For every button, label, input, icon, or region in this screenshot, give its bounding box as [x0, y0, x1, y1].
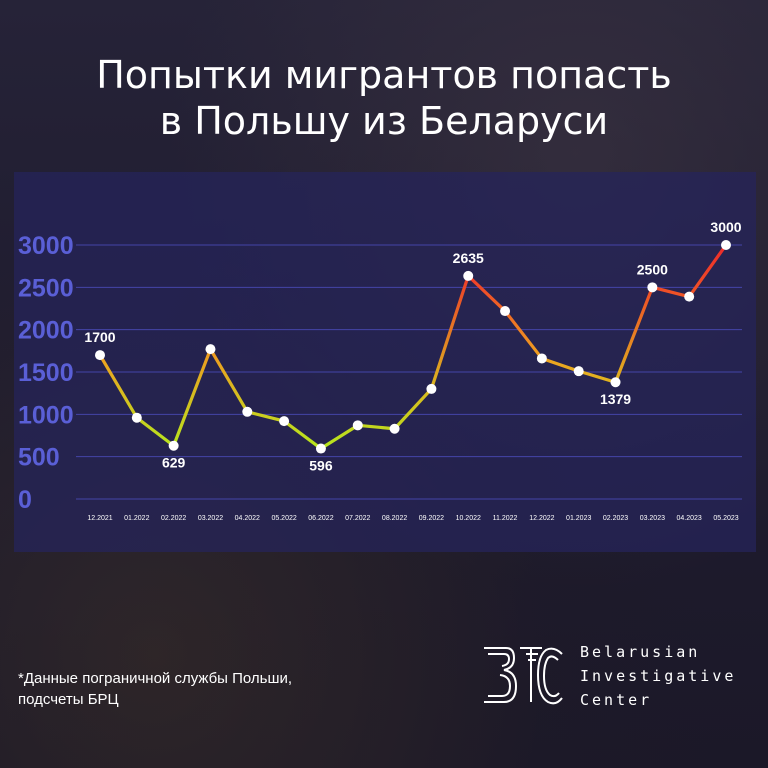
- chart-panel: 3000 2500 2000 1500 1000 500 0 12.2021 01.2022 0…: [14, 172, 756, 552]
- x-tick-label: 08.2022: [382, 515, 407, 522]
- y-tick-label: 500: [18, 444, 60, 472]
- footnote-line-1: *Данные пограничной службы Польши,: [18, 670, 293, 687]
- data-labels: 1700 629 596 2635 1379 2500 3000: [84, 219, 741, 474]
- series-segment: [282, 419, 323, 451]
- y-tick-label: 3000: [18, 232, 74, 260]
- series-segment: [98, 353, 139, 420]
- y-tick-label: 0: [18, 486, 32, 514]
- data-point: [279, 416, 290, 427]
- x-tick-label: 12.2021: [87, 515, 112, 522]
- data-point: [610, 377, 621, 388]
- series-segment: [577, 369, 618, 384]
- series-segment: [540, 356, 581, 373]
- x-tick-label: 02.2023: [603, 515, 628, 522]
- x-tick-label: 10.2022: [456, 515, 481, 522]
- series-segment: [429, 274, 470, 391]
- x-tick-label: 03.2022: [198, 515, 223, 522]
- data-point: [95, 350, 105, 361]
- data-label: 629: [162, 455, 186, 471]
- series-segment: [135, 416, 176, 448]
- series-segment: [208, 347, 249, 414]
- y-axis-ticks: 3000 2500 2000 1500 1000 500 0: [18, 232, 74, 514]
- series-segment: [356, 423, 397, 431]
- x-tick-label: 04.2022: [235, 515, 260, 522]
- data-point: [721, 240, 731, 250]
- data-point: [205, 344, 216, 355]
- x-tick-label: 09.2022: [419, 515, 444, 522]
- series-segment: [466, 274, 507, 313]
- data-point: [168, 440, 179, 451]
- x-tick-label: 04.2023: [677, 515, 702, 522]
- data-label: 3000: [710, 219, 741, 235]
- y-tick-label: 2500: [18, 274, 74, 302]
- data-point: [573, 366, 584, 377]
- series-segment: [245, 410, 286, 423]
- data-point: [426, 383, 437, 394]
- data-point: [389, 423, 400, 434]
- brc-logo-mark: [484, 647, 563, 705]
- logo-line-2: Investigative: [580, 667, 737, 685]
- x-tick-label: 06.2022: [308, 515, 333, 522]
- x-tick-label: 12.2022: [529, 515, 554, 522]
- grid-lines: [76, 244, 742, 500]
- brc-logo-text: Belarusian Investigative Center: [580, 640, 736, 712]
- data-point: [536, 353, 547, 364]
- y-tick-label: 2000: [18, 317, 74, 345]
- logo-line-3: Center: [580, 691, 653, 709]
- series-line: [98, 243, 728, 451]
- series-segment: [503, 309, 544, 361]
- x-tick-label: 03.2023: [640, 515, 665, 522]
- data-point: [315, 443, 326, 454]
- series-segment: [392, 387, 434, 431]
- source-footnote: *Данные пограничной службы Польши, подсч…: [18, 668, 418, 710]
- data-point: [352, 420, 363, 431]
- series-segment: [172, 347, 213, 448]
- x-axis-ticks: 12.2021 01.2022 02.2022 03.2022 04.2022 05.20…: [87, 515, 738, 522]
- data-point: [242, 406, 253, 417]
- footnote-line-2: подсчеты БРЦ: [18, 691, 119, 708]
- title-line-2: в Польшу из Беларуси: [159, 99, 609, 143]
- data-point: [500, 306, 511, 317]
- x-tick-label: 07.2022: [345, 515, 370, 522]
- brc-logo: Belarusian Investigative Center: [480, 636, 760, 726]
- data-label: 1379: [600, 391, 631, 407]
- logo-line-1: Belarusian: [580, 643, 701, 661]
- data-point: [647, 282, 658, 293]
- series-segment: [613, 285, 654, 384]
- data-label: 2635: [453, 250, 484, 266]
- series-segment: [650, 285, 691, 299]
- data-label: 1700: [84, 329, 115, 345]
- x-tick-label: 05.2023: [713, 515, 738, 522]
- data-point: [463, 270, 474, 281]
- x-tick-label: 05.2022: [271, 515, 296, 522]
- x-tick-label: 01.2023: [566, 515, 591, 522]
- page-title: Попытки мигрантов попасть в Польшу из Бе…: [0, 52, 768, 144]
- y-tick-label: 1000: [18, 401, 74, 429]
- data-label: 2500: [637, 261, 668, 277]
- line-chart: 3000 2500 2000 1500 1000 500 0 12.2021 01.2022 0…: [18, 219, 742, 522]
- y-tick-label: 1500: [18, 359, 74, 387]
- x-tick-label: 11.2022: [493, 515, 518, 522]
- x-tick-label: 02.2022: [161, 515, 186, 522]
- series-points: [95, 240, 731, 454]
- data-point: [131, 412, 142, 423]
- series-segment: [319, 423, 360, 451]
- series-segment: [687, 243, 728, 299]
- title-line-1: Попытки мигрантов попасть: [96, 53, 672, 97]
- data-label: 596: [309, 458, 333, 474]
- data-point: [684, 291, 695, 302]
- x-tick-label: 01.2022: [124, 515, 149, 522]
